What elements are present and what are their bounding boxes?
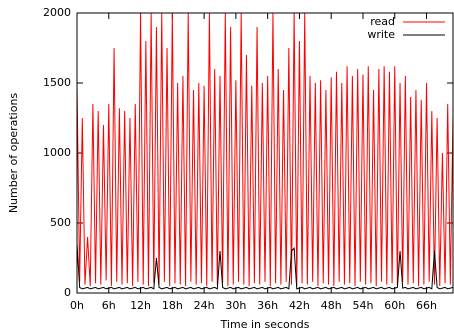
x-tick-label: 0h (70, 299, 84, 312)
x-tick-label: 48h (321, 299, 342, 312)
x-tick-label: 36h (257, 299, 278, 312)
x-tick-label: 6h (102, 299, 116, 312)
y-axis-label: Number of operations (7, 93, 20, 214)
y-tick-label: 2000 (43, 6, 71, 19)
y-tick-label: 500 (50, 216, 71, 229)
x-tick-label: 24h (194, 299, 215, 312)
x-tick-label: 42h (289, 299, 310, 312)
y-tick-label: 0 (64, 286, 71, 299)
x-tick-label: 18h (162, 299, 183, 312)
x-axis-label: Time in seconds (220, 318, 310, 331)
legend-label: read (370, 15, 395, 28)
y-tick-label: 1500 (43, 76, 71, 89)
series-line (76, 12, 454, 287)
x-tick-label: 60h (384, 299, 405, 312)
x-tick-label: 66h (416, 299, 437, 312)
legend-label: write (367, 28, 395, 41)
x-tick-label: 30h (225, 299, 246, 312)
plot-frame (76, 12, 454, 294)
x-tick-label: 12h (130, 299, 151, 312)
x-tick-label: 54h (352, 299, 373, 312)
y-tick-label: 1000 (43, 146, 71, 159)
series-line (76, 243, 454, 290)
